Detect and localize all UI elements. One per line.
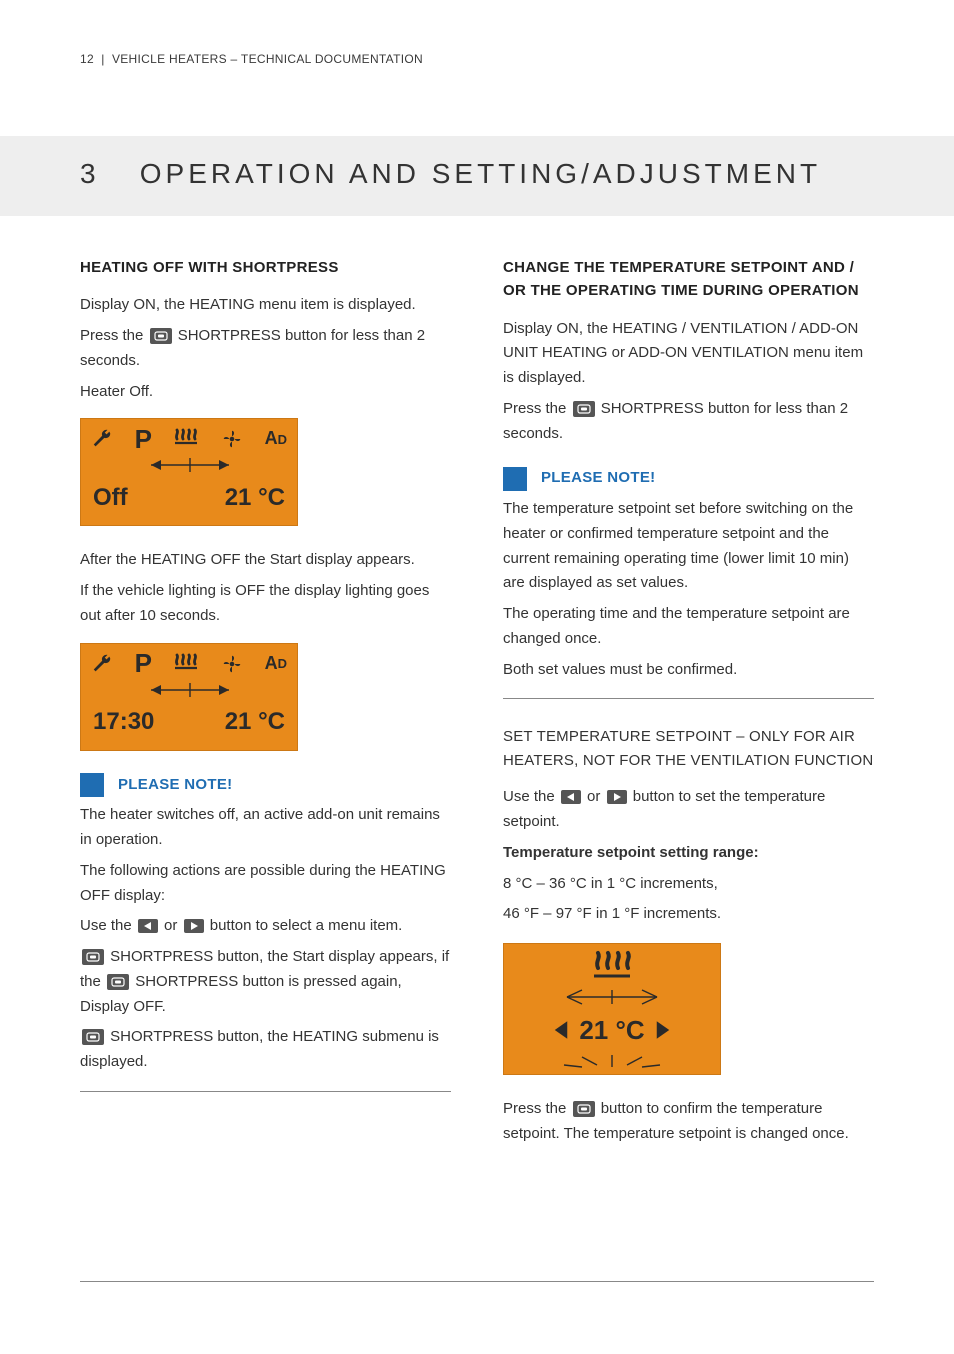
note-label: PLEASE NOTE! — [541, 466, 655, 491]
note-label: PLEASE NOTE! — [118, 773, 232, 798]
shortpress-button-icon — [573, 401, 595, 417]
setpoint-value: 21 °C — [579, 1009, 644, 1052]
left-p3: Heater Off. — [80, 380, 451, 405]
right-heading: CHANGE THE TEMPERATURE SETPOINT AND / OR… — [503, 256, 874, 303]
display-left-value: Off — [93, 478, 128, 518]
heat-icon — [173, 427, 199, 451]
shortpress-button-icon — [573, 1101, 595, 1117]
right-p3: Use the or button to set the temperature… — [503, 785, 874, 835]
note-p1: The heater switches off, an active add-o… — [80, 803, 451, 853]
right-arrow-button-icon — [607, 790, 627, 804]
display-right-value: 21 °C — [225, 478, 285, 518]
chapter-title: 3 OPERATION AND SETTING/ADJUSTMENT — [80, 158, 874, 190]
note-square-icon — [503, 467, 527, 491]
page-header: 12 | VEHICLE HEATERS – TECHNICAL DOCUMEN… — [80, 52, 874, 66]
display-time-value: 17:30 — [93, 702, 154, 742]
left-p5: If the vehicle lighting is OFF the displ… — [80, 579, 451, 629]
note-heading: PLEASE NOTE! — [80, 773, 451, 798]
left-p2: Press the SHORTPRESS button for less tha… — [80, 324, 451, 374]
chapter-title-band: 3 OPERATION AND SETTING/ADJUSTMENT — [0, 136, 954, 216]
note-heading: PLEASE NOTE! — [503, 466, 874, 491]
wrench-icon — [91, 653, 113, 675]
right-subheading: SET TEMPERATURE SETPOINT – ONLY FOR AIR … — [503, 725, 874, 773]
right-p1: Display ON, the HEATING / VENTILATION / … — [503, 317, 874, 391]
section-separator — [503, 698, 874, 699]
program-p-icon: P — [135, 418, 152, 461]
fan-icon — [221, 653, 243, 675]
left-arrow-icon — [553, 1020, 569, 1040]
right-note-p2: The operating time and the temperature s… — [503, 602, 874, 652]
left-p4: After the HEATING OFF the Start display … — [80, 548, 451, 573]
right-arrow-button-icon — [184, 919, 204, 933]
doc-title: VEHICLE HEATERS – TECHNICAL DOCUMENTATIO… — [112, 52, 423, 66]
addon-ad-icon: AD — [265, 424, 287, 454]
menu-indicator-icon — [91, 681, 287, 697]
right-p2: Press the SHORTPRESS button for less tha… — [503, 397, 874, 447]
right-p4: Press the button to confirm the temperat… — [503, 1097, 874, 1147]
shortpress-button-icon — [82, 949, 104, 965]
note-p3: Use the or button to select a menu item. — [80, 914, 451, 939]
left-arrow-button-icon — [138, 919, 158, 933]
shortpress-button-icon — [82, 1029, 104, 1045]
note-p2: The following actions are possible durin… — [80, 859, 451, 909]
slider-indicator-icon — [527, 987, 697, 1007]
note-p4: SHORTPRESS button, the Start display app… — [80, 945, 451, 1019]
menu-indicator-icon — [91, 456, 287, 472]
program-p-icon: P — [135, 642, 152, 685]
display-temp-value: 21 °C — [225, 702, 285, 742]
bottom-rays-icon — [552, 1053, 672, 1069]
page-number: 12 — [80, 52, 94, 66]
left-column: HEATING OFF WITH SHORTPRESS Display ON, … — [80, 256, 451, 1153]
right-note-p3: Both set values must be confirmed. — [503, 658, 874, 683]
footer-rule — [80, 1281, 874, 1282]
addon-ad-icon: AD — [265, 649, 287, 679]
left-arrow-button-icon — [561, 790, 581, 804]
wrench-icon — [91, 428, 113, 450]
shortpress-button-icon — [107, 974, 129, 990]
fan-icon — [221, 428, 243, 450]
range-fahrenheit: 46 °F – 97 °F in 1 °F increments. — [503, 902, 874, 927]
left-p1: Display ON, the HEATING menu item is dis… — [80, 293, 451, 318]
left-heading: HEATING OFF WITH SHORTPRESS — [80, 256, 451, 279]
note-square-icon — [80, 773, 104, 797]
right-column: CHANGE THE TEMPERATURE SETPOINT AND / OR… — [503, 256, 874, 1153]
right-arrow-icon — [655, 1020, 671, 1040]
note-p5: SHORTPRESS button, the HEATING submenu i… — [80, 1025, 451, 1075]
range-label: Temperature setpoint setting range: — [503, 841, 874, 866]
heater-display-off: P AD Off 21 °C — [80, 418, 298, 526]
section-separator — [80, 1091, 451, 1092]
temperature-setpoint-display: 21 °C — [503, 943, 721, 1075]
heater-display-start: P AD 17:30 21 °C — [80, 643, 298, 751]
chapter-number: 3 — [80, 158, 128, 190]
heat-icon — [590, 949, 634, 983]
heat-icon — [173, 652, 199, 676]
chapter-text: OPERATION AND SETTING/ADJUSTMENT — [140, 158, 821, 189]
range-celsius: 8 °C – 36 °C in 1 °C increments, — [503, 872, 874, 897]
shortpress-button-icon — [150, 328, 172, 344]
right-note-p1: The temperature setpoint set before swit… — [503, 497, 874, 596]
